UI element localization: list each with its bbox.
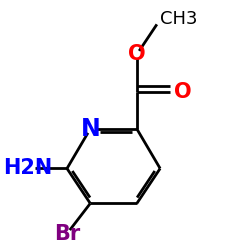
Text: CH3: CH3 xyxy=(160,10,198,29)
Text: H2N: H2N xyxy=(3,158,52,178)
Text: O: O xyxy=(128,44,146,64)
Text: N: N xyxy=(80,117,100,141)
Text: Br: Br xyxy=(54,224,80,244)
Text: O: O xyxy=(174,82,192,102)
